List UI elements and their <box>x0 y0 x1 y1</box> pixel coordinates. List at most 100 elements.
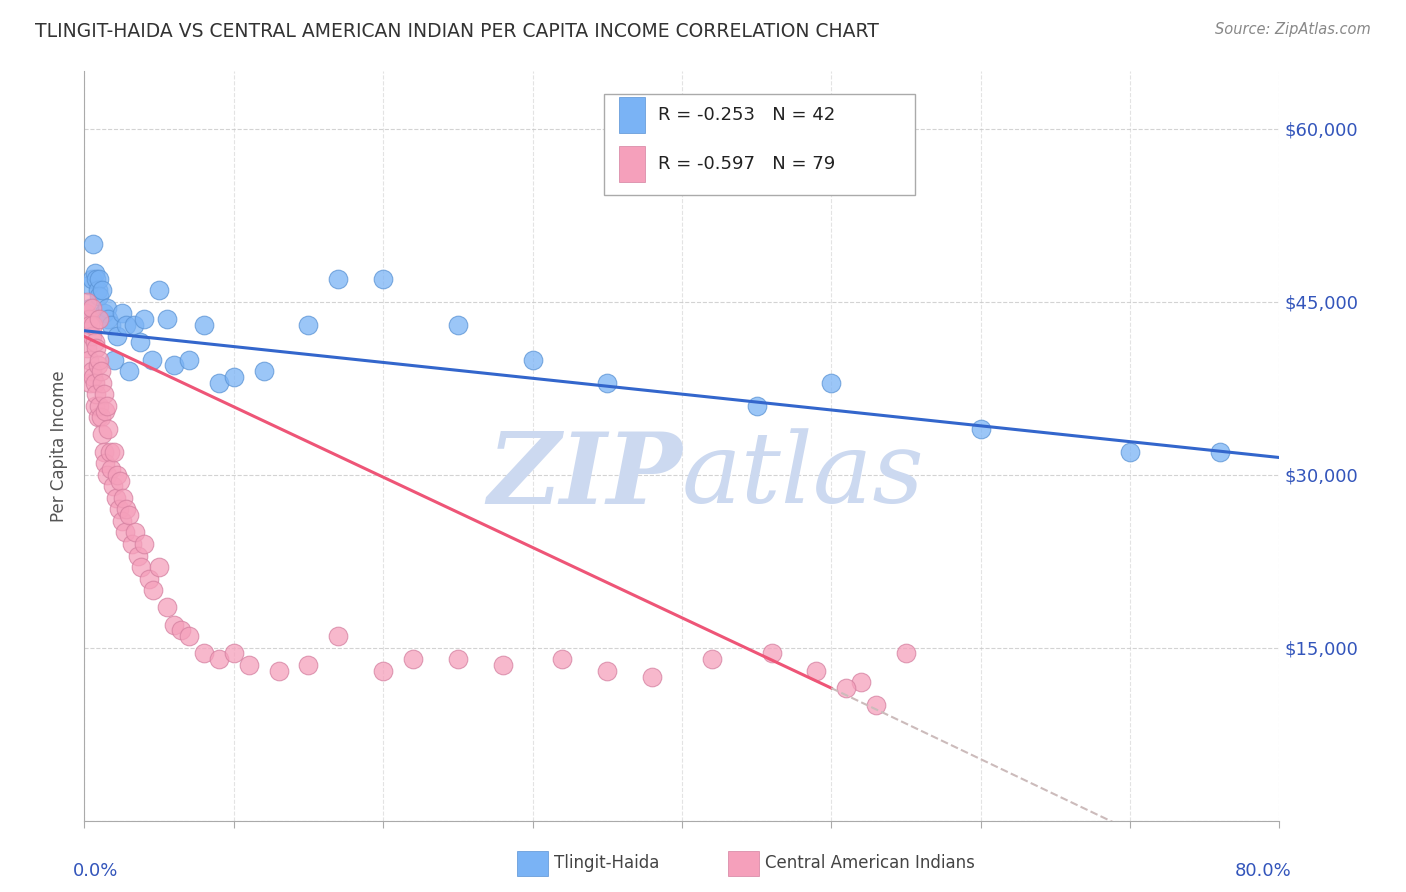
Point <box>124 525 146 540</box>
Point <box>155 600 177 615</box>
Point <box>111 514 134 528</box>
Point <box>94 456 117 470</box>
Point <box>141 352 163 367</box>
Point <box>492 658 515 673</box>
Point <box>97 422 120 436</box>
Point <box>82 369 104 384</box>
Point <box>93 387 115 401</box>
Point <box>177 352 200 367</box>
Point <box>96 467 118 482</box>
Point <box>208 376 231 390</box>
Point <box>86 387 108 401</box>
Point <box>100 318 122 332</box>
Point <box>105 467 128 482</box>
Point <box>91 376 114 390</box>
Point <box>96 399 118 413</box>
Point <box>761 647 783 661</box>
FancyBboxPatch shape <box>619 97 645 133</box>
Point <box>114 525 136 540</box>
FancyBboxPatch shape <box>619 145 645 182</box>
Point <box>129 560 152 574</box>
Point <box>107 502 129 516</box>
Point <box>83 399 105 413</box>
FancyBboxPatch shape <box>605 94 915 195</box>
Point <box>267 664 290 678</box>
Text: ZIP: ZIP <box>486 428 682 524</box>
Point <box>112 491 135 505</box>
Text: R = -0.253   N = 42: R = -0.253 N = 42 <box>658 106 835 124</box>
Y-axis label: Per Capita Income: Per Capita Income <box>51 370 69 522</box>
Point <box>894 647 917 661</box>
Point <box>820 376 842 390</box>
Point <box>83 376 105 390</box>
Point <box>551 652 574 666</box>
Point <box>148 284 170 298</box>
Point <box>127 549 149 563</box>
Point <box>103 444 125 458</box>
Point <box>101 479 124 493</box>
Point <box>105 329 128 343</box>
Point <box>89 312 111 326</box>
Point <box>83 266 105 280</box>
Text: 80.0%: 80.0% <box>1234 862 1292 880</box>
Point <box>89 352 111 367</box>
Point <box>1119 444 1142 458</box>
Point <box>835 681 858 695</box>
Point <box>155 312 177 326</box>
Point <box>94 404 117 418</box>
Point <box>700 652 723 666</box>
Point <box>79 318 101 332</box>
Point <box>122 318 145 332</box>
Point <box>89 399 111 413</box>
Point <box>76 341 98 355</box>
Point <box>86 341 108 355</box>
Text: atlas: atlas <box>682 428 925 524</box>
Point <box>80 364 103 378</box>
Point <box>87 359 110 373</box>
Point <box>115 318 138 332</box>
Point <box>132 312 156 326</box>
Point <box>970 422 993 436</box>
Point <box>90 364 112 378</box>
Point <box>93 306 115 320</box>
Point <box>80 301 103 315</box>
Point <box>103 352 125 367</box>
Point <box>641 669 664 683</box>
Point <box>373 272 395 286</box>
Point <box>522 352 544 367</box>
Point <box>851 675 873 690</box>
Point <box>138 572 160 586</box>
Point <box>1209 444 1232 458</box>
Point <box>100 462 122 476</box>
Point <box>121 537 143 551</box>
Point <box>208 652 231 666</box>
Text: Source: ZipAtlas.com: Source: ZipAtlas.com <box>1215 22 1371 37</box>
Point <box>76 294 98 309</box>
Text: 0.0%: 0.0% <box>73 862 118 880</box>
Point <box>87 284 110 298</box>
Text: TLINGIT-HAIDA VS CENTRAL AMERICAN INDIAN PER CAPITA INCOME CORRELATION CHART: TLINGIT-HAIDA VS CENTRAL AMERICAN INDIAN… <box>35 22 879 41</box>
Point <box>97 312 120 326</box>
Point <box>111 306 134 320</box>
Point <box>253 364 276 378</box>
Point <box>89 289 111 303</box>
Point <box>118 364 141 378</box>
Text: Tlingit-Haida: Tlingit-Haida <box>554 855 659 872</box>
Point <box>163 617 186 632</box>
Point <box>96 301 118 315</box>
Point <box>83 335 105 350</box>
Point <box>163 359 186 373</box>
Point <box>86 272 108 286</box>
Text: R = -0.597   N = 79: R = -0.597 N = 79 <box>658 154 835 173</box>
Point <box>89 272 111 286</box>
Point <box>132 537 156 551</box>
Point <box>80 329 103 343</box>
Point <box>596 376 619 390</box>
Point <box>79 301 101 315</box>
Point <box>79 376 101 390</box>
Point <box>297 318 319 332</box>
Point <box>238 658 260 673</box>
Point <box>115 502 138 516</box>
Point <box>806 664 828 678</box>
Point <box>193 647 215 661</box>
